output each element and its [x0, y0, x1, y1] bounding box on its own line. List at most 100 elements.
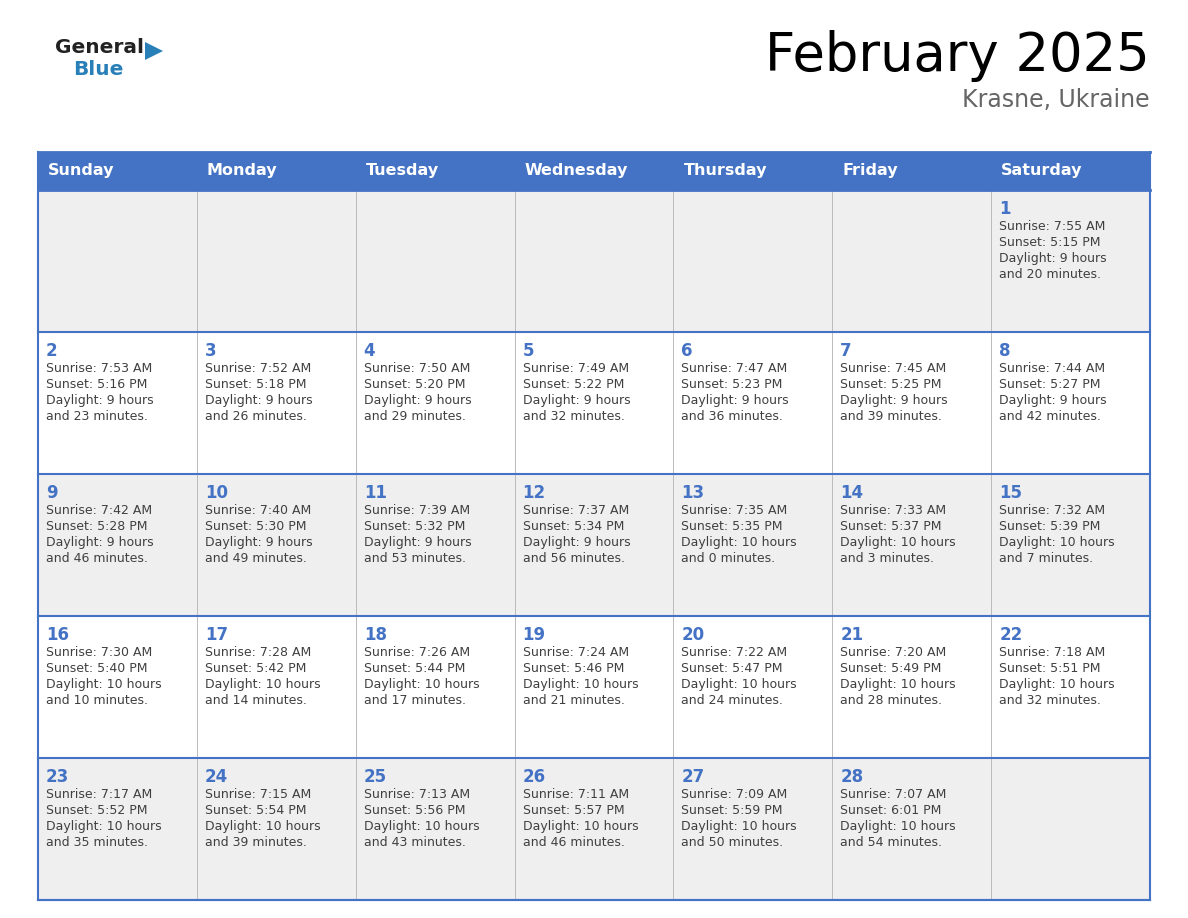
Text: and 7 minutes.: and 7 minutes.	[999, 552, 1093, 565]
Text: and 3 minutes.: and 3 minutes.	[840, 552, 934, 565]
Text: Sunset: 5:39 PM: Sunset: 5:39 PM	[999, 520, 1100, 533]
Text: 27: 27	[682, 768, 704, 786]
Bar	[38, 474, 197, 616]
Text: Sunset: 5:51 PM: Sunset: 5:51 PM	[999, 662, 1100, 675]
Text: Sunrise: 7:26 AM: Sunrise: 7:26 AM	[364, 646, 469, 659]
Bar	[991, 332, 1150, 474]
Text: and 28 minutes.: and 28 minutes.	[840, 694, 942, 707]
Text: 6: 6	[682, 342, 693, 360]
Text: and 23 minutes.: and 23 minutes.	[46, 410, 147, 423]
Text: 9: 9	[46, 484, 58, 502]
Bar	[991, 190, 1150, 332]
Text: Sunrise: 7:28 AM: Sunrise: 7:28 AM	[204, 646, 311, 659]
Text: Sunrise: 7:55 AM: Sunrise: 7:55 AM	[999, 220, 1106, 233]
Text: Daylight: 9 hours: Daylight: 9 hours	[999, 394, 1107, 407]
Text: 17: 17	[204, 626, 228, 644]
Text: Daylight: 9 hours: Daylight: 9 hours	[46, 536, 153, 549]
Text: and 10 minutes.: and 10 minutes.	[46, 694, 148, 707]
Text: Sunset: 5:18 PM: Sunset: 5:18 PM	[204, 378, 307, 391]
Text: 10: 10	[204, 484, 228, 502]
Text: Sunrise: 7:50 AM: Sunrise: 7:50 AM	[364, 362, 470, 375]
Text: Sunset: 5:49 PM: Sunset: 5:49 PM	[840, 662, 942, 675]
Text: Sunset: 5:37 PM: Sunset: 5:37 PM	[840, 520, 942, 533]
Text: General: General	[55, 38, 144, 57]
Bar	[674, 616, 833, 758]
Bar	[197, 758, 355, 900]
Text: and 20 minutes.: and 20 minutes.	[999, 268, 1101, 281]
Bar	[514, 332, 674, 474]
Text: Daylight: 10 hours: Daylight: 10 hours	[364, 678, 479, 691]
Text: and 46 minutes.: and 46 minutes.	[523, 836, 625, 849]
Text: and 32 minutes.: and 32 minutes.	[523, 410, 625, 423]
Text: Daylight: 10 hours: Daylight: 10 hours	[840, 678, 956, 691]
Text: 15: 15	[999, 484, 1022, 502]
Text: 13: 13	[682, 484, 704, 502]
Bar	[514, 758, 674, 900]
Text: Sunrise: 7:53 AM: Sunrise: 7:53 AM	[46, 362, 152, 375]
Text: Daylight: 9 hours: Daylight: 9 hours	[999, 252, 1107, 265]
Text: Sunset: 5:25 PM: Sunset: 5:25 PM	[840, 378, 942, 391]
Text: Wednesday: Wednesday	[525, 163, 628, 178]
Text: and 54 minutes.: and 54 minutes.	[840, 836, 942, 849]
Text: and 43 minutes.: and 43 minutes.	[364, 836, 466, 849]
Text: and 21 minutes.: and 21 minutes.	[523, 694, 625, 707]
Text: February 2025: February 2025	[765, 30, 1150, 82]
Text: Monday: Monday	[207, 163, 278, 178]
Text: Daylight: 10 hours: Daylight: 10 hours	[204, 820, 321, 833]
Text: Sunrise: 7:20 AM: Sunrise: 7:20 AM	[840, 646, 947, 659]
Text: Tuesday: Tuesday	[366, 163, 438, 178]
Text: Krasne, Ukraine: Krasne, Ukraine	[962, 88, 1150, 112]
Text: Sunrise: 7:52 AM: Sunrise: 7:52 AM	[204, 362, 311, 375]
Bar	[355, 616, 514, 758]
Text: Sunset: 5:57 PM: Sunset: 5:57 PM	[523, 804, 624, 817]
Text: and 17 minutes.: and 17 minutes.	[364, 694, 466, 707]
Bar	[833, 616, 991, 758]
Bar	[197, 616, 355, 758]
Text: Friday: Friday	[842, 163, 898, 178]
Text: Sunset: 5:23 PM: Sunset: 5:23 PM	[682, 378, 783, 391]
Text: 7: 7	[840, 342, 852, 360]
Text: Sunrise: 7:45 AM: Sunrise: 7:45 AM	[840, 362, 947, 375]
Text: Sunrise: 7:42 AM: Sunrise: 7:42 AM	[46, 504, 152, 517]
Text: Sunset: 5:44 PM: Sunset: 5:44 PM	[364, 662, 465, 675]
Text: Sunset: 5:59 PM: Sunset: 5:59 PM	[682, 804, 783, 817]
Text: Sunrise: 7:11 AM: Sunrise: 7:11 AM	[523, 788, 628, 801]
Text: and 49 minutes.: and 49 minutes.	[204, 552, 307, 565]
Text: Daylight: 10 hours: Daylight: 10 hours	[682, 820, 797, 833]
Text: Sunrise: 7:35 AM: Sunrise: 7:35 AM	[682, 504, 788, 517]
Text: Sunrise: 7:44 AM: Sunrise: 7:44 AM	[999, 362, 1105, 375]
Text: 21: 21	[840, 626, 864, 644]
Text: Sunday: Sunday	[48, 163, 114, 178]
Text: 19: 19	[523, 626, 545, 644]
Text: Sunrise: 7:32 AM: Sunrise: 7:32 AM	[999, 504, 1105, 517]
Text: Sunrise: 7:47 AM: Sunrise: 7:47 AM	[682, 362, 788, 375]
Text: Daylight: 9 hours: Daylight: 9 hours	[682, 394, 789, 407]
Text: Sunset: 5:52 PM: Sunset: 5:52 PM	[46, 804, 147, 817]
Text: Sunrise: 7:49 AM: Sunrise: 7:49 AM	[523, 362, 628, 375]
Text: 12: 12	[523, 484, 545, 502]
Bar	[38, 616, 197, 758]
Text: Daylight: 10 hours: Daylight: 10 hours	[46, 678, 162, 691]
Text: Daylight: 9 hours: Daylight: 9 hours	[364, 536, 472, 549]
Text: Daylight: 9 hours: Daylight: 9 hours	[46, 394, 153, 407]
Text: 28: 28	[840, 768, 864, 786]
Text: Daylight: 9 hours: Daylight: 9 hours	[523, 394, 630, 407]
Text: Sunset: 5:16 PM: Sunset: 5:16 PM	[46, 378, 147, 391]
Text: and 0 minutes.: and 0 minutes.	[682, 552, 776, 565]
Text: Sunrise: 7:37 AM: Sunrise: 7:37 AM	[523, 504, 628, 517]
Text: Daylight: 9 hours: Daylight: 9 hours	[523, 536, 630, 549]
Text: 20: 20	[682, 626, 704, 644]
Text: Sunset: 5:27 PM: Sunset: 5:27 PM	[999, 378, 1100, 391]
Bar	[514, 474, 674, 616]
Text: Saturday: Saturday	[1001, 163, 1082, 178]
Text: Sunrise: 7:24 AM: Sunrise: 7:24 AM	[523, 646, 628, 659]
Bar	[674, 474, 833, 616]
Text: and 26 minutes.: and 26 minutes.	[204, 410, 307, 423]
Text: Sunrise: 7:22 AM: Sunrise: 7:22 AM	[682, 646, 788, 659]
Text: Sunrise: 7:39 AM: Sunrise: 7:39 AM	[364, 504, 469, 517]
Text: Sunrise: 7:33 AM: Sunrise: 7:33 AM	[840, 504, 947, 517]
Text: Sunset: 6:01 PM: Sunset: 6:01 PM	[840, 804, 942, 817]
Text: Sunset: 5:56 PM: Sunset: 5:56 PM	[364, 804, 466, 817]
Text: 26: 26	[523, 768, 545, 786]
Bar	[833, 474, 991, 616]
